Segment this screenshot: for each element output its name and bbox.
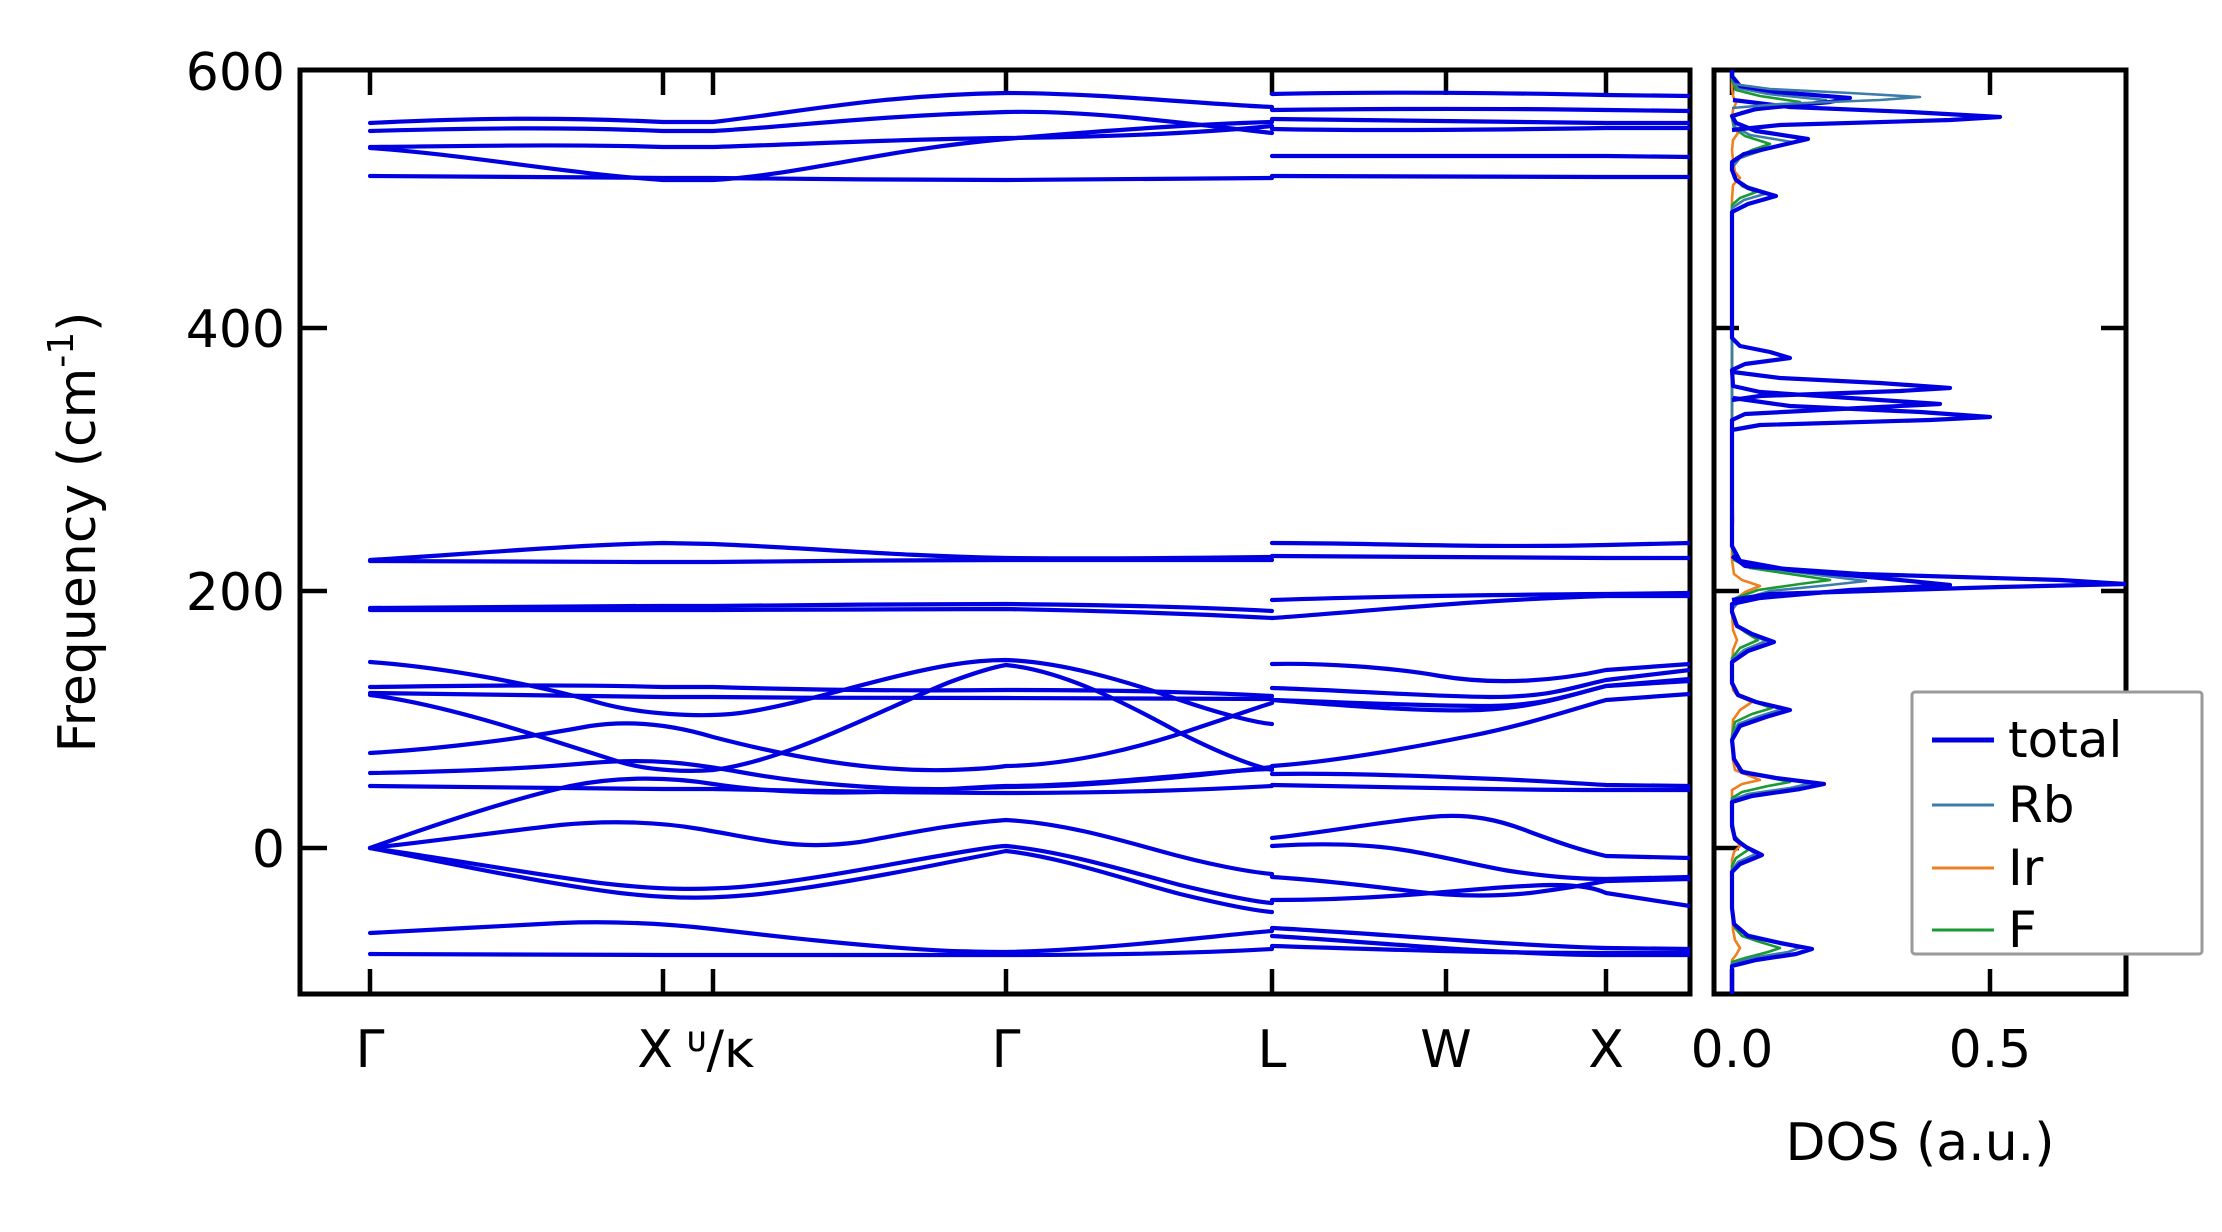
band-ytick-600: 600 bbox=[186, 43, 285, 103]
band-branch bbox=[1269, 933, 1690, 958]
band-branch bbox=[367, 817, 1275, 877]
dos-peak-130 bbox=[1730, 554, 2126, 603]
band-branch bbox=[1269, 125, 1690, 133]
band-branch bbox=[367, 557, 1275, 565]
legend-box bbox=[1910, 690, 2204, 956]
band-branch bbox=[1269, 813, 1690, 861]
band-branch bbox=[367, 843, 1275, 906]
y-axis-label-close: ) bbox=[48, 312, 108, 332]
dos-x-axis-label: DOS (a.u.) bbox=[1786, 1113, 2055, 1173]
band-ytick-200: 200 bbox=[186, 563, 285, 623]
band-branch bbox=[367, 758, 1275, 792]
band-branch bbox=[367, 173, 1275, 183]
dos-peak-rb-545 bbox=[1731, 82, 1922, 110]
dos-peak-190 bbox=[1731, 395, 1993, 433]
band-structure-panel: 600 400 200 0 Frequency (cm-1) bbox=[41, 43, 1693, 1080]
legend-label-total: total bbox=[2008, 711, 2122, 769]
band-branch bbox=[1269, 540, 1690, 549]
band-ytick-400: 400 bbox=[186, 300, 285, 360]
band-branch bbox=[1269, 678, 1690, 713]
band-xtick-UK: ᴜ/ᴋ bbox=[686, 1019, 754, 1080]
y-axis-label-main: Frequency (cm bbox=[48, 368, 108, 753]
band-branch bbox=[1269, 661, 1690, 684]
band-branch bbox=[367, 845, 1275, 915]
band-branch bbox=[1269, 553, 1690, 561]
dos-series-rb bbox=[1730, 70, 1868, 994]
band-branch bbox=[1269, 593, 1690, 621]
band-branch bbox=[367, 946, 1275, 958]
band-x-ticks-top bbox=[367, 70, 1609, 95]
band-y-ticks bbox=[300, 67, 327, 851]
band-ytick-0: 0 bbox=[252, 820, 285, 880]
band-branch bbox=[1269, 882, 1690, 909]
band-branch bbox=[367, 700, 1275, 773]
dos-peak-222 bbox=[1731, 369, 1953, 403]
band-xtick-X-1: X bbox=[637, 1020, 673, 1080]
band-xtick-X-2: X bbox=[1588, 1020, 1624, 1080]
band-branch bbox=[367, 766, 1275, 851]
dos-y-ticks bbox=[1714, 67, 2126, 851]
band-branch bbox=[367, 90, 1275, 126]
legend-label-rb: Rb bbox=[2008, 776, 2074, 834]
band-branch bbox=[367, 683, 1275, 699]
band-xtick-L: L bbox=[1258, 1020, 1287, 1080]
uk-lower: /ᴋ bbox=[707, 1020, 755, 1080]
band-branch bbox=[367, 662, 1275, 773]
band-branch bbox=[1269, 691, 1690, 769]
band-branch bbox=[367, 123, 1275, 150]
band-xtick-gamma-1: Γ bbox=[356, 1020, 385, 1080]
band-curves bbox=[367, 90, 1690, 958]
dos-xtick-0: 0.0 bbox=[1691, 1020, 1774, 1080]
y-axis-label-exponent: -1 bbox=[41, 332, 82, 368]
band-branch bbox=[367, 601, 1275, 614]
dos-xtick-05: 0.5 bbox=[1949, 1020, 2032, 1080]
band-branch bbox=[1269, 153, 1690, 160]
dos-peak-515 bbox=[1731, 97, 2003, 133]
band-branch bbox=[367, 920, 1275, 955]
band-branch bbox=[367, 540, 1275, 563]
band-branch bbox=[1269, 874, 1690, 898]
band-xtick-W: W bbox=[1420, 1020, 1471, 1080]
band-branch bbox=[367, 119, 1275, 183]
band-axis-frame bbox=[297, 67, 1693, 997]
legend-label-ir: Ir bbox=[2008, 839, 2044, 897]
uk-upper: ᴜ bbox=[686, 1019, 707, 1060]
dos-series-ir bbox=[1730, 70, 1762, 994]
dos-curves bbox=[1729, 70, 2126, 994]
legend: total Rb Ir F bbox=[1910, 690, 2204, 959]
band-branch bbox=[367, 690, 1275, 702]
band-branch bbox=[1269, 116, 1690, 126]
band-y-axis-label: Frequency (cm-1) bbox=[41, 312, 108, 753]
dos-panel: 0.0 0.5 DOS (a.u.) bbox=[1691, 67, 2204, 1173]
band-branch bbox=[1269, 667, 1690, 700]
band-branch bbox=[367, 109, 1275, 136]
band-branch bbox=[1269, 106, 1690, 114]
band-x-ticks-bottom bbox=[367, 969, 1609, 994]
band-xtick-gamma-2: Γ bbox=[992, 1020, 1021, 1080]
band-branch bbox=[1269, 782, 1690, 793]
band-branch bbox=[1269, 925, 1690, 952]
svg-text:Frequency (cm-1): Frequency (cm-1) bbox=[41, 312, 108, 753]
dos-series-f bbox=[1730, 70, 1832, 994]
band-branch bbox=[367, 606, 1275, 621]
legend-label-f: F bbox=[2008, 901, 2037, 959]
band-branch bbox=[1269, 90, 1690, 99]
band-branch bbox=[1269, 173, 1690, 180]
band-branch bbox=[1269, 842, 1690, 882]
band-branch bbox=[1269, 771, 1690, 789]
svg-text:ᴜ/ᴋ: ᴜ/ᴋ bbox=[686, 1019, 754, 1080]
band-branch bbox=[1269, 590, 1690, 603]
